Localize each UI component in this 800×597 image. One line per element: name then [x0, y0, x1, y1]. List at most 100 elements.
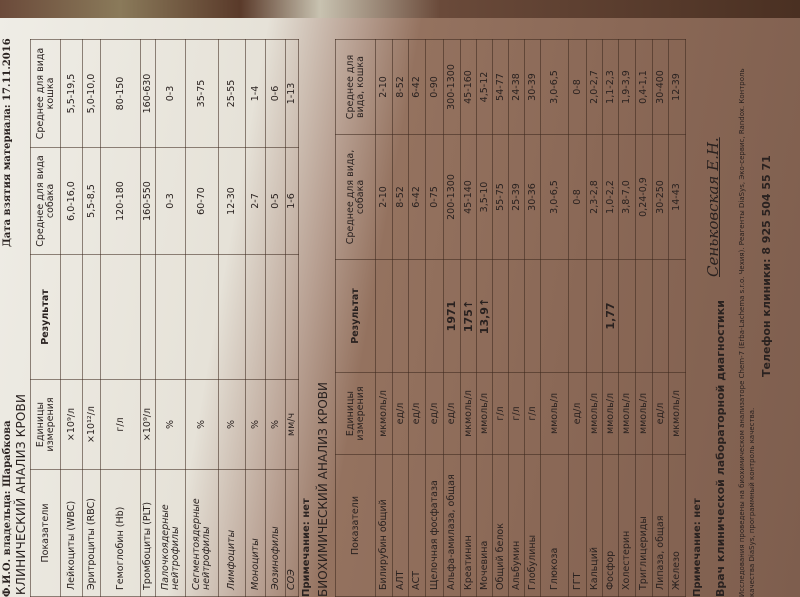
cell-result [524, 259, 541, 373]
table-row: Альбумин г/л 25-39 24-38 [508, 39, 525, 597]
cell-dog: 8-52 [392, 134, 409, 260]
table-row: Альфа-амилаза, общая ед/л 1971 200-1300 300-… [443, 39, 461, 597]
table-row: Кальций ммоль/л 2,3-2,8 2,0-2,7 [586, 39, 603, 597]
cell-name: Гемоглобин (Hb) [100, 469, 141, 597]
column-header: Результат [335, 259, 376, 373]
cell-name: Железо [668, 454, 686, 597]
cell-unit: ед/л [425, 372, 444, 455]
cell-dog: 0,24-0,9 [635, 134, 653, 260]
cell-dog: 60-70 [185, 147, 219, 255]
cell-unit: ммоль/л [476, 372, 493, 455]
table-row: Билирубин общий мкмоль/л 2-10 2-10 [375, 39, 393, 597]
cell-cat: 0-3 [155, 39, 186, 148]
cell-cat: 25-55 [218, 39, 246, 148]
cell-cat: 5,5-19,5 [60, 39, 83, 148]
cell-unit: ед/л [408, 372, 426, 455]
cell-cat: 45-160 [460, 39, 477, 135]
cell-cat: 24-38 [508, 39, 525, 135]
cell-cat: 8-52 [392, 39, 409, 135]
cell-result [668, 259, 686, 373]
cell-cat: 300-1300 [443, 39, 461, 135]
cell-cat: 1,9-3,9 [618, 39, 636, 135]
cell-result [82, 254, 101, 380]
cell-name: АСТ [408, 454, 426, 597]
cell-name: ГГТ [568, 454, 587, 597]
cell-dog: 5,5-8,5 [82, 147, 101, 255]
cell-unit: ×10¹²/л [82, 379, 101, 470]
column-header: Результат [30, 254, 61, 380]
table-row: Щелочная фосфатаза ед/л 0-75 0-90 [425, 39, 444, 597]
table-row: Креатинин мкмоль/л 175↑ 45-140 45-160 [460, 39, 477, 597]
table-row: Палочкоядерные нейтрофилы% 0-3 0-3 [155, 39, 186, 597]
header-row: Показатели Единицы измерения Результат Сред… [30, 39, 61, 597]
cell-unit: г/л [100, 379, 141, 470]
cell-unit: % [218, 379, 246, 470]
cell-cat: 80-150 [100, 39, 141, 148]
cell-dog: 3,8-7,0 [618, 134, 636, 260]
cell-dog: 6,0-16,0 [60, 147, 83, 255]
cell-dog: 2-10 [375, 134, 393, 260]
cell-unit: ед/л [652, 372, 669, 455]
cell-name: Глюкоза [540, 454, 569, 597]
table-row: Железо мкмоль/л 14-43 12-39 [668, 39, 686, 597]
cbc-title: КЛИНИЧЕСКИЙ АНАЛИЗ КРОВИ [14, 393, 28, 595]
cell-name: СОЭ [285, 469, 299, 597]
cell-unit: ммоль/л [618, 372, 636, 455]
cell-name: Фосфор [602, 454, 619, 597]
cell-name: Мочевина [476, 454, 493, 597]
cell-dog: 1,0-2,2 [602, 134, 619, 260]
cell-unit: г/л [524, 372, 541, 455]
cell-dog: 30-36 [524, 134, 541, 260]
table-row: Глобулины г/л 30-36 30-39 [524, 39, 541, 597]
column-header: Показатели [335, 454, 376, 597]
cell-result [140, 254, 156, 380]
method-note: Исследования проведены на биохимическом … [738, 68, 746, 597]
biochem-note: Примечание: нет [692, 498, 703, 597]
cell-unit: ×10⁹/л [140, 379, 156, 470]
cell-unit: % [245, 379, 266, 470]
table-row: Фосфор ммоль/л 1,77 1,0-2,2 1,1-2,3 [602, 39, 619, 597]
cell-unit: мкмоль/л [375, 372, 393, 455]
table-row: СОЭ мм/ч 1-6 1-13 [285, 39, 299, 597]
cell-unit: мм/ч [285, 379, 299, 470]
cell-unit: ×10⁹/л [60, 379, 83, 470]
cell-result: 175↑ [460, 259, 477, 373]
cell-dog: 3,0-6,5 [540, 134, 569, 260]
cell-result [425, 259, 444, 373]
cell-unit: мкмоль/л [668, 372, 686, 455]
cell-unit: ед/л [392, 372, 409, 455]
cell-dog: 0-5 [265, 147, 286, 255]
cell-name: АЛТ [392, 454, 409, 597]
cell-result [218, 254, 246, 380]
cell-result: 1971 [443, 259, 461, 373]
table-row: Тромбоциты (PLT) ×10⁹/л 160-550 160-630 [140, 39, 156, 597]
cell-result [265, 254, 286, 380]
column-header: Среднее для вида, собака [335, 134, 376, 260]
cell-name: Триглицериды [635, 454, 653, 597]
cell-cat: 30-39 [524, 39, 541, 135]
sample-date: Дата взятия материала: 17.11.2016 [2, 38, 13, 247]
cell-dog: 12-30 [218, 147, 246, 255]
cell-dog: 120-180 [100, 147, 141, 255]
cell-name: Альфа-амилаза, общая [443, 454, 461, 597]
cell-name: Лимфоциты [218, 469, 246, 597]
cell-dog: 25-39 [508, 134, 525, 260]
cell-cat: 54-77 [492, 39, 509, 135]
method-note-2: качества DiaSys, программный контроль ка… [748, 407, 756, 597]
cell-cat: 1-13 [285, 39, 299, 148]
cell-cat: 0-90 [425, 39, 444, 135]
cell-dog: 6-42 [408, 134, 426, 260]
cell-result [100, 254, 141, 380]
cell-result: 1,77 [602, 259, 619, 373]
table-row: ГГТ ед/л 0-8 0-8 [568, 39, 587, 597]
clinic-phone: Телефон клиники: 8 925 504 55 71 [760, 155, 773, 377]
cell-unit: г/л [508, 372, 525, 455]
cell-name: Лейкоциты (WBC) [60, 469, 83, 597]
cell-result [492, 259, 509, 373]
cell-result [285, 254, 299, 380]
table-row: Эозинофилы% 0-5 0-6 [265, 39, 286, 597]
column-header: Среднее для вида кошка [30, 39, 61, 148]
cell-dog: 55-75 [492, 134, 509, 260]
cell-name: Эозинофилы [265, 469, 286, 597]
cell-cat: 0,4-1,1 [635, 39, 653, 135]
